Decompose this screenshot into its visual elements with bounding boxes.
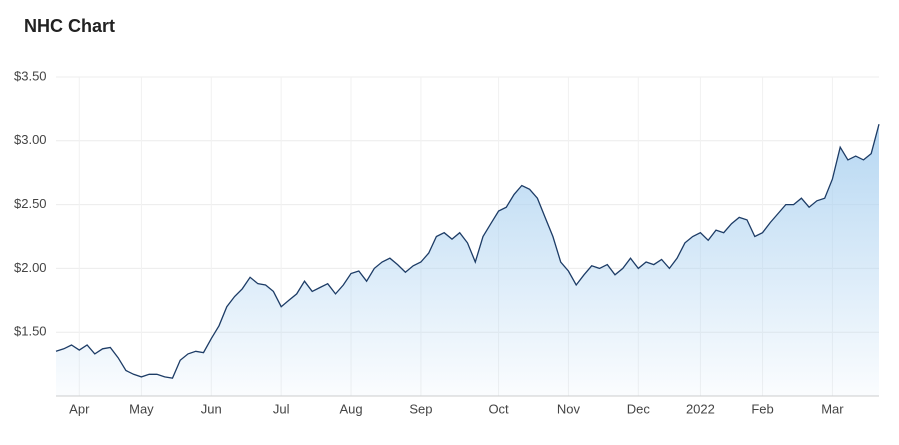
x-tick-label: May: [129, 401, 154, 416]
x-tick-label: Sep: [409, 401, 432, 416]
y-tick-label: $3.50: [14, 68, 47, 83]
x-tick-label: Nov: [557, 401, 581, 416]
x-tick-label: Oct: [488, 401, 509, 416]
y-tick-label: $2.00: [14, 260, 47, 275]
x-tick-label: Jul: [273, 401, 290, 416]
x-tick-label: Dec: [627, 401, 651, 416]
x-tick-label: Apr: [69, 401, 90, 416]
y-tick-label: $2.50: [14, 196, 47, 211]
area: [56, 124, 879, 396]
chart-title: NHC Chart: [24, 16, 115, 36]
x-tick-label: Feb: [751, 401, 773, 416]
y-tick-label: $3.00: [14, 132, 47, 147]
x-tick-label: Mar: [821, 401, 844, 416]
x-tick-label: 2022: [686, 401, 715, 416]
x-tick-label: Jun: [201, 401, 222, 416]
price-line: [55, 124, 880, 379]
x-tick-label: Aug: [339, 401, 362, 416]
y-tick-label: $1.50: [14, 324, 47, 339]
